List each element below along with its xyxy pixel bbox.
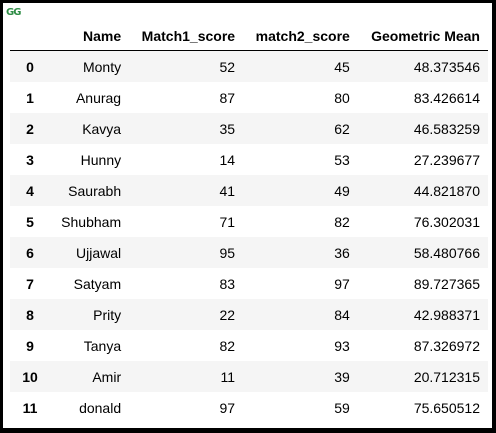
dataframe-table: Name Match1_score match2_score Geometric… xyxy=(10,21,488,423)
table-row: 8 Prity 22 84 42.988371 xyxy=(10,299,488,330)
match1-score-cell: 52 xyxy=(129,50,244,82)
match1-score-cell: 95 xyxy=(129,237,244,268)
match1-score-cell: 14 xyxy=(129,144,244,175)
match1-score-cell: 41 xyxy=(129,175,244,206)
match2-score-cell: 39 xyxy=(243,361,358,392)
row-index-cell: 0 xyxy=(10,50,50,82)
geometric-mean-cell: 48.373546 xyxy=(357,50,488,82)
match1-score-column-header: Match1_score xyxy=(129,21,244,51)
name-column-header: Name xyxy=(50,21,130,51)
match2-score-cell: 93 xyxy=(243,330,358,361)
name-cell: Tanya xyxy=(50,330,130,361)
header-row: Name Match1_score match2_score Geometric… xyxy=(10,21,488,51)
match2-score-cell: 80 xyxy=(243,82,358,113)
table-body: 0 Monty 52 45 48.373546 1 Anurag 87 80 83.426614 2… xyxy=(10,50,488,423)
match2-score-cell: 59 xyxy=(243,392,358,423)
table-row: 5 Shubham 71 82 76.302031 xyxy=(10,206,488,237)
geometric-mean-cell: 44.821870 xyxy=(357,175,488,206)
geeksforgeeks-logo-icon: GG xyxy=(6,7,21,18)
name-cell: Shubham xyxy=(50,206,130,237)
match2-score-cell: 84 xyxy=(243,299,358,330)
table-row: 10 Amir 11 39 20.712315 xyxy=(10,361,488,392)
dataframe-output-panel: GG Name Match1_score match2_score Geomet… xyxy=(3,3,492,428)
match2-score-cell: 49 xyxy=(243,175,358,206)
match1-score-cell: 22 xyxy=(129,299,244,330)
table-row: 7 Satyam 83 97 89.727365 xyxy=(10,268,488,299)
table-row: 9 Tanya 82 93 87.326972 xyxy=(10,330,488,361)
geometric-mean-cell: 20.712315 xyxy=(357,361,488,392)
index-column-header xyxy=(10,21,50,51)
row-index-cell: 9 xyxy=(10,330,50,361)
table-row: 6 Ujjawal 95 36 58.480766 xyxy=(10,237,488,268)
match1-score-cell: 35 xyxy=(129,113,244,144)
table-row: 0 Monty 52 45 48.373546 xyxy=(10,50,488,82)
geometric-mean-cell: 89.727365 xyxy=(357,268,488,299)
geometric-mean-cell: 83.426614 xyxy=(357,82,488,113)
geometric-mean-cell: 46.583259 xyxy=(357,113,488,144)
match1-score-cell: 83 xyxy=(129,268,244,299)
table-row: 1 Anurag 87 80 83.426614 xyxy=(10,82,488,113)
name-cell: Hunny xyxy=(50,144,130,175)
table-row: 11 donald 97 59 75.650512 xyxy=(10,392,488,423)
name-cell: Prity xyxy=(50,299,130,330)
name-cell: Anurag xyxy=(50,82,130,113)
name-cell: donald xyxy=(50,392,130,423)
name-cell: Amir xyxy=(50,361,130,392)
row-index-cell: 11 xyxy=(10,392,50,423)
geometric-mean-cell: 75.650512 xyxy=(357,392,488,423)
row-index-cell: 1 xyxy=(10,82,50,113)
name-cell: Ujjawal xyxy=(50,237,130,268)
match2-score-cell: 97 xyxy=(243,268,358,299)
geometric-mean-cell: 87.326972 xyxy=(357,330,488,361)
name-cell: Satyam xyxy=(50,268,130,299)
match2-score-cell: 82 xyxy=(243,206,358,237)
geometric-mean-cell: 27.239677 xyxy=(357,144,488,175)
row-index-cell: 8 xyxy=(10,299,50,330)
name-cell: Kavya xyxy=(50,113,130,144)
match1-score-cell: 11 xyxy=(129,361,244,392)
table-row: 3 Hunny 14 53 27.239677 xyxy=(10,144,488,175)
match2-score-cell: 36 xyxy=(243,237,358,268)
geometric-mean-column-header: Geometric Mean xyxy=(357,21,488,51)
table-row: 4 Saurabh 41 49 44.821870 xyxy=(10,175,488,206)
match2-score-cell: 45 xyxy=(243,50,358,82)
match2-score-cell: 53 xyxy=(243,144,358,175)
match1-score-cell: 82 xyxy=(129,330,244,361)
match1-score-cell: 97 xyxy=(129,392,244,423)
row-index-cell: 7 xyxy=(10,268,50,299)
name-cell: Saurabh xyxy=(50,175,130,206)
row-index-cell: 3 xyxy=(10,144,50,175)
row-index-cell: 4 xyxy=(10,175,50,206)
match1-score-cell: 71 xyxy=(129,206,244,237)
row-index-cell: 2 xyxy=(10,113,50,144)
row-index-cell: 10 xyxy=(10,361,50,392)
match1-score-cell: 87 xyxy=(129,82,244,113)
match2-score-cell: 62 xyxy=(243,113,358,144)
match2-score-column-header: match2_score xyxy=(243,21,358,51)
row-index-cell: 6 xyxy=(10,237,50,268)
table-row: 2 Kavya 35 62 46.583259 xyxy=(10,113,488,144)
name-cell: Monty xyxy=(50,50,130,82)
geometric-mean-cell: 58.480766 xyxy=(357,237,488,268)
geometric-mean-cell: 76.302031 xyxy=(357,206,488,237)
row-index-cell: 5 xyxy=(10,206,50,237)
geometric-mean-cell: 42.988371 xyxy=(357,299,488,330)
table-header: Name Match1_score match2_score Geometric… xyxy=(10,21,488,51)
